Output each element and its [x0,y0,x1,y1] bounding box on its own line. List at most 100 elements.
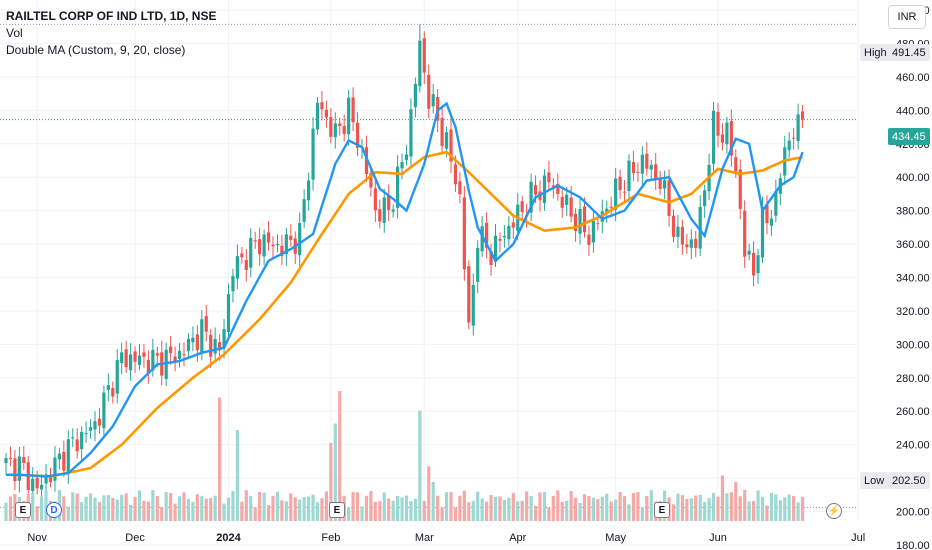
volume-bar [249,495,253,521]
volume-bar [80,502,84,521]
candle-body [382,197,386,223]
candle-body [431,94,435,107]
volume-bar [218,397,222,521]
candle-body [471,285,475,326]
candle-body [694,238,698,248]
volume-bar [244,490,248,521]
candle-body [614,178,618,210]
volume-bar [293,497,297,521]
earnings-event-icon[interactable]: E [654,502,670,518]
volume-bar [596,499,600,521]
volume-bar [636,492,640,521]
dividend-event-icon[interactable]: D [46,502,62,518]
candle-body [493,235,498,262]
candle-body [13,458,17,482]
volume-bar [222,503,226,521]
lightning-icon[interactable]: ⚡ [826,503,842,519]
candle-body [645,153,649,169]
candle-body [738,169,742,209]
volume-bar [685,498,689,521]
volume-bar [324,491,328,521]
candle-body [311,128,315,180]
candle-body [93,421,97,430]
candle-body [502,235,506,238]
candle-body [57,453,61,460]
volume-bar [124,493,128,521]
candle-body [275,243,280,245]
y-tick-label: 240.00 [896,440,930,452]
currency-button[interactable]: INR [888,5,926,29]
volume-bar [289,493,293,521]
volume-bar [373,501,377,521]
candle-body [689,239,693,248]
candle-body [169,346,173,354]
candle-body [289,235,293,240]
volume-bar [115,499,119,521]
candle-body [409,109,413,157]
candle-body [529,181,533,213]
volume-bar [355,492,360,521]
volume-legend[interactable]: Vol [6,26,23,40]
candle-body [671,215,676,237]
volume-bar [31,492,35,521]
volume-bar [556,490,560,521]
candle-body [324,109,328,118]
x-tick-label: May [605,532,626,544]
volume-bar [734,482,738,521]
volume-bar [591,497,595,521]
volume-bar [476,491,480,521]
earnings-event-icon[interactable]: E [15,502,31,518]
candle-body [80,431,84,450]
candle-body [88,427,93,431]
volume-bar [338,391,342,521]
candle-body [676,226,680,237]
volume-bar [471,500,475,521]
candle-body [476,248,480,282]
volume-bar [449,492,453,521]
volume-bar [151,490,155,521]
volume-bar [84,496,88,521]
candle-body [609,206,613,208]
candle-body [627,160,631,192]
candle-body [756,255,760,274]
volume-bar [711,492,716,521]
volume-bar [427,466,431,521]
earnings-event-icon[interactable]: E [329,502,345,518]
candle-body [485,222,489,248]
volume-bar [689,498,693,521]
volume-bar [378,501,382,521]
volume-bar [142,500,146,521]
candle-body [605,208,609,214]
low-label: Low [860,472,889,489]
candle-body [320,102,324,110]
candle-body [240,253,244,258]
candle-body [533,185,538,195]
volume-bar [262,492,266,521]
indicator-legend[interactable]: Double MA (Custom, 9, 20, close) [6,43,186,57]
candle-body [235,256,239,279]
volume-bar [226,497,231,521]
candle-body [253,240,257,242]
volume-bar [231,490,235,521]
volume-bar [547,507,551,521]
volume-bar [66,506,70,521]
candle-body [280,245,284,256]
x-tick-label: Apr [509,532,526,544]
candle-body [569,197,573,217]
volume-bar [507,497,511,521]
volume-bar [565,500,569,521]
candle-body [649,165,653,170]
candle-body [796,114,800,141]
volume-bar [538,492,542,521]
x-tick-label: Nov [27,532,47,544]
candle-body [307,180,311,201]
candle-body [338,123,342,126]
volume-bar [649,490,653,521]
symbol-title[interactable]: RAILTEL CORP OF IND LTD, 1D, NSE [6,9,217,23]
volume-bar [516,501,520,521]
candle-body [596,223,600,225]
candle-body [440,117,444,146]
volume-bar [640,507,644,521]
volume-bar [796,502,800,521]
